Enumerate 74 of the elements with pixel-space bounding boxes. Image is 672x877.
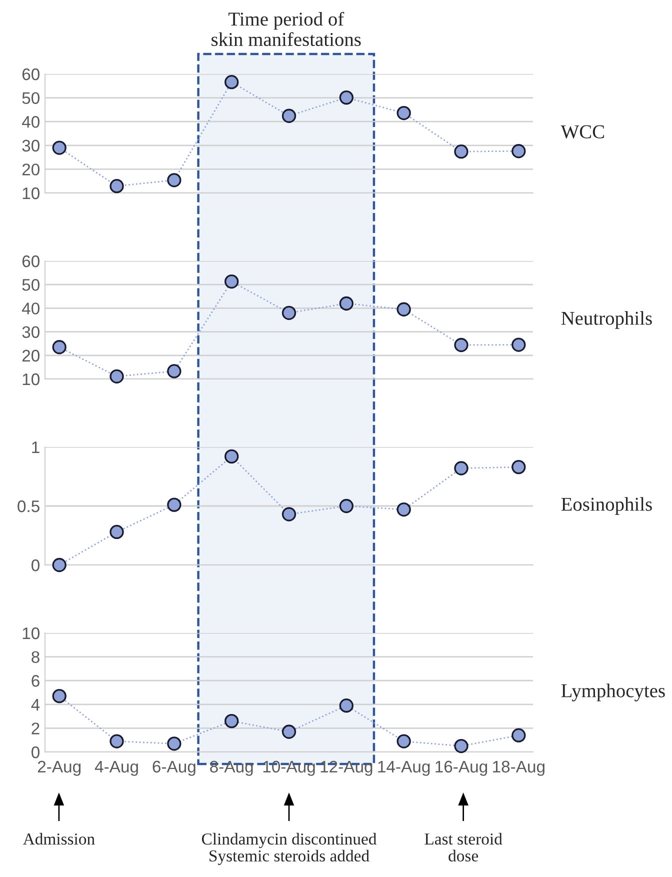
point [339,296,354,311]
point [167,173,182,188]
y-tick-label: 0 [32,746,40,758]
point [110,524,124,540]
point [339,698,354,713]
point [224,75,239,90]
y-tick-label: 10 [22,373,40,386]
point [282,306,296,320]
text: Admission [23,832,95,845]
x-tick-label: 6-Aug [152,760,196,776]
y-tick-label: 60 [22,255,40,268]
point [339,90,354,105]
point [224,449,239,464]
point [167,364,182,378]
point [224,714,239,728]
point [52,140,66,155]
y-tick-label: 8 [32,651,40,664]
y-tick-label: 60 [22,68,40,80]
y-tick-label: 4 [31,698,40,710]
y-axis-title: WCC [560,125,604,138]
point [110,734,124,748]
point [512,144,526,158]
point [512,338,526,352]
point [52,340,66,354]
text: Last steroid dose [424,832,502,862]
y-tick-label: 50 [22,92,40,104]
point [512,728,526,742]
x-tick-label: 18-Aug [493,760,544,776]
x-tick-label: 2-Aug [38,760,81,776]
point [396,302,411,316]
point [454,144,468,159]
x-tick-label: 10-Aug [263,760,315,776]
point [110,369,124,384]
x-tick-label: 16-Aug [436,760,488,776]
point [282,108,296,123]
point [454,338,468,352]
y-tick-label: 1 [32,442,40,454]
y-tick-label: 0.5 [18,500,40,512]
y-tick-label: 0 [32,559,40,572]
x-tick-label: 14-Aug [378,760,430,776]
y-axis-title: Eosinophils [561,497,652,515]
text: Clindamycin discontinued Systemic steroids added [202,832,377,865]
y-tick-label: 6 [32,675,40,687]
point [396,502,411,517]
y-tick-label: 40 [22,116,40,128]
y-tick-label: 20 [22,164,40,176]
point [52,688,66,704]
point [396,106,411,120]
x-tick-label: 8-Aug [210,760,253,776]
y-axis-title: Neutrophils [561,311,652,329]
point [512,460,526,474]
y-tick-label: 30 [22,326,40,338]
point [167,498,182,512]
point [224,274,239,289]
point [167,736,182,751]
point [110,179,124,194]
point [396,734,411,748]
point [339,498,354,514]
x-tick-label: 4-Aug [94,760,138,776]
y-tick-label: 30 [22,140,40,152]
point [282,507,296,522]
y-tick-label: 2 [32,722,40,734]
point [282,724,296,739]
y-tick-label: 20 [22,350,40,362]
y-tick-label: 10 [22,627,40,640]
y-tick-label: 50 [22,279,40,291]
x-tick-label: 12-Aug [320,760,372,776]
y-tick-label: 40 [22,302,40,314]
point [454,738,468,754]
y-tick-label: 10 [22,187,40,200]
point [52,558,66,572]
band-label: Time period of skin manifestations [212,12,361,46]
point [454,461,468,476]
y-axis-title: Lymphocytes [561,684,665,702]
